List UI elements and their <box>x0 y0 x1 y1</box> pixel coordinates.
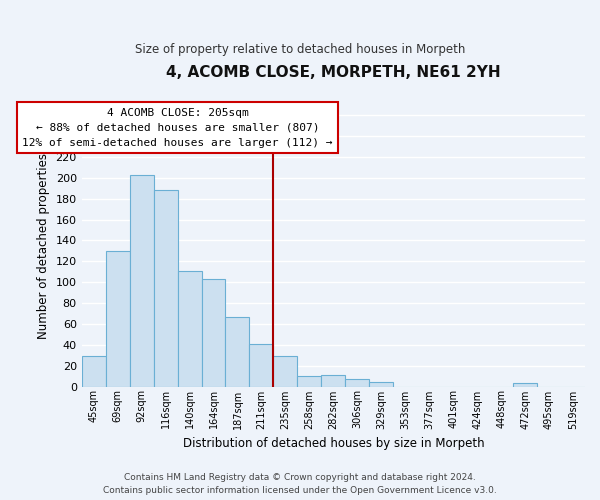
Bar <box>130 174 154 386</box>
Y-axis label: Number of detached properties: Number of detached properties <box>37 152 50 338</box>
Bar <box>369 382 393 386</box>
X-axis label: Distribution of detached houses by size in Morpeth: Distribution of detached houses by size … <box>182 437 484 450</box>
Bar <box>154 190 178 386</box>
Bar <box>513 384 537 386</box>
Bar <box>322 375 346 386</box>
Bar <box>178 270 202 386</box>
Bar <box>250 344 274 386</box>
Title: 4, ACOMB CLOSE, MORPETH, NE61 2YH: 4, ACOMB CLOSE, MORPETH, NE61 2YH <box>166 65 500 80</box>
Bar <box>202 279 226 386</box>
Text: Contains HM Land Registry data © Crown copyright and database right 2024.
Contai: Contains HM Land Registry data © Crown c… <box>103 474 497 495</box>
Bar <box>346 379 369 386</box>
Bar <box>274 356 298 386</box>
Bar <box>106 251 130 386</box>
Text: 4 ACOMB CLOSE: 205sqm
← 88% of detached houses are smaller (807)
12% of semi-det: 4 ACOMB CLOSE: 205sqm ← 88% of detached … <box>22 108 333 148</box>
Text: Size of property relative to detached houses in Morpeth: Size of property relative to detached ho… <box>135 42 465 56</box>
Bar <box>226 316 250 386</box>
Bar <box>298 376 322 386</box>
Bar <box>82 356 106 386</box>
